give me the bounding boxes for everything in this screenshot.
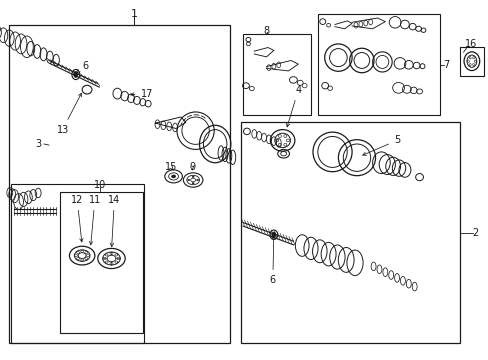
Text: 1: 1 bbox=[131, 9, 138, 19]
Bar bbox=[60, 192, 143, 333]
Text: 15: 15 bbox=[164, 162, 177, 172]
Polygon shape bbox=[254, 48, 273, 57]
Ellipse shape bbox=[271, 232, 275, 237]
Text: 6: 6 bbox=[76, 61, 88, 73]
Text: 11: 11 bbox=[88, 195, 101, 245]
Text: 13: 13 bbox=[56, 93, 81, 135]
Text: 9: 9 bbox=[189, 162, 195, 172]
Polygon shape bbox=[334, 21, 351, 29]
Ellipse shape bbox=[192, 176, 194, 177]
Text: 17: 17 bbox=[130, 89, 153, 99]
Ellipse shape bbox=[187, 179, 189, 181]
Bar bbox=[317, 14, 439, 115]
Bar bbox=[240, 122, 459, 343]
Ellipse shape bbox=[171, 175, 175, 178]
Bar bbox=[9, 25, 229, 343]
Ellipse shape bbox=[107, 255, 116, 262]
Ellipse shape bbox=[74, 72, 78, 77]
Text: 5: 5 bbox=[362, 135, 399, 156]
Text: 3: 3 bbox=[35, 139, 41, 149]
Text: 16: 16 bbox=[464, 39, 477, 49]
Text: 7: 7 bbox=[442, 60, 448, 70]
Text: 8: 8 bbox=[263, 26, 269, 36]
Ellipse shape bbox=[196, 179, 198, 181]
Text: 6: 6 bbox=[269, 236, 275, 285]
Bar bbox=[243, 34, 311, 115]
Text: 12: 12 bbox=[71, 195, 83, 242]
Text: 2: 2 bbox=[471, 228, 477, 238]
Polygon shape bbox=[266, 60, 298, 71]
Polygon shape bbox=[155, 117, 185, 129]
Polygon shape bbox=[351, 18, 385, 29]
Text: 10: 10 bbox=[94, 180, 106, 190]
Text: 14: 14 bbox=[108, 195, 121, 247]
Bar bbox=[459, 47, 483, 76]
Text: 4: 4 bbox=[286, 85, 301, 127]
Bar bbox=[11, 184, 144, 343]
Ellipse shape bbox=[192, 183, 194, 184]
